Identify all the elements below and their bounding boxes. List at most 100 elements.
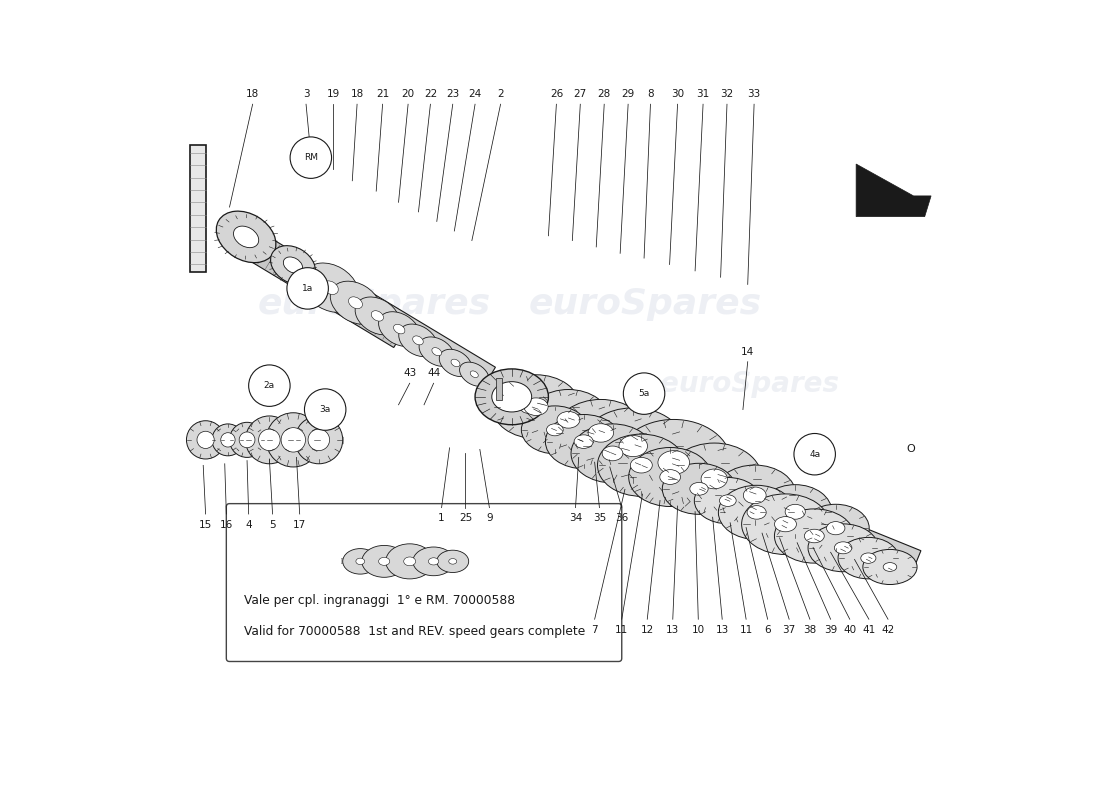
Ellipse shape <box>629 447 712 506</box>
Ellipse shape <box>630 458 652 473</box>
Circle shape <box>295 416 343 464</box>
Ellipse shape <box>804 530 824 542</box>
Bar <box>507 386 921 571</box>
Bar <box>343 282 495 386</box>
Ellipse shape <box>437 550 469 573</box>
Text: 41: 41 <box>862 625 876 635</box>
Text: 23: 23 <box>447 89 460 98</box>
Text: 43: 43 <box>403 368 416 378</box>
Ellipse shape <box>371 310 384 321</box>
Ellipse shape <box>349 297 362 309</box>
Ellipse shape <box>694 478 761 524</box>
Circle shape <box>239 432 255 448</box>
Text: 16: 16 <box>220 519 233 530</box>
Text: 18: 18 <box>246 89 260 98</box>
Ellipse shape <box>394 324 405 334</box>
Circle shape <box>212 424 244 456</box>
Ellipse shape <box>658 450 690 474</box>
Text: 28: 28 <box>597 89 611 98</box>
Ellipse shape <box>330 281 381 324</box>
Circle shape <box>794 434 835 475</box>
Ellipse shape <box>428 558 439 565</box>
Text: Vale per cpl. ingranaggi  1° e RM. 70000588: Vale per cpl. ingranaggi 1° e RM. 700005… <box>244 594 515 607</box>
Ellipse shape <box>386 544 433 579</box>
Bar <box>496 378 503 401</box>
Ellipse shape <box>322 281 339 294</box>
Ellipse shape <box>302 263 359 312</box>
Ellipse shape <box>713 465 796 526</box>
Circle shape <box>266 413 320 467</box>
Ellipse shape <box>690 482 708 495</box>
Text: 26: 26 <box>550 89 563 98</box>
Circle shape <box>187 421 224 459</box>
Ellipse shape <box>667 443 762 515</box>
Ellipse shape <box>524 398 548 415</box>
Text: 3: 3 <box>302 89 309 98</box>
Ellipse shape <box>439 350 472 377</box>
Bar <box>222 218 409 347</box>
Ellipse shape <box>470 371 478 378</box>
Ellipse shape <box>519 399 539 414</box>
Text: 18: 18 <box>351 89 364 98</box>
Circle shape <box>290 137 331 178</box>
Ellipse shape <box>521 406 588 454</box>
Text: 33: 33 <box>748 89 761 98</box>
Ellipse shape <box>719 495 736 506</box>
Ellipse shape <box>602 446 623 461</box>
Circle shape <box>197 431 215 449</box>
Text: 1a: 1a <box>302 284 313 293</box>
Text: 2a: 2a <box>264 381 275 390</box>
Circle shape <box>305 389 345 430</box>
Ellipse shape <box>460 362 488 386</box>
Text: 39: 39 <box>824 625 837 635</box>
Ellipse shape <box>862 550 917 585</box>
Ellipse shape <box>233 226 258 248</box>
Circle shape <box>230 422 265 458</box>
Text: 13: 13 <box>716 625 729 635</box>
Ellipse shape <box>616 419 732 506</box>
Text: 34: 34 <box>569 514 582 523</box>
Ellipse shape <box>509 391 549 422</box>
Circle shape <box>308 429 330 450</box>
Ellipse shape <box>883 562 896 571</box>
Ellipse shape <box>271 246 316 285</box>
Ellipse shape <box>785 504 805 519</box>
Ellipse shape <box>835 542 851 554</box>
Ellipse shape <box>284 257 302 274</box>
Text: 12: 12 <box>640 625 653 635</box>
Ellipse shape <box>557 411 580 428</box>
Ellipse shape <box>619 435 648 457</box>
Text: 6: 6 <box>764 625 771 635</box>
Ellipse shape <box>419 337 454 366</box>
Ellipse shape <box>475 369 549 425</box>
Text: 36: 36 <box>615 514 628 523</box>
Ellipse shape <box>449 558 456 564</box>
Ellipse shape <box>355 297 399 335</box>
Ellipse shape <box>826 522 845 534</box>
Ellipse shape <box>492 382 531 412</box>
Ellipse shape <box>741 494 829 554</box>
Ellipse shape <box>718 486 795 539</box>
Ellipse shape <box>808 524 878 572</box>
Text: 10: 10 <box>692 625 705 635</box>
Text: 19: 19 <box>327 89 340 98</box>
Text: 1: 1 <box>438 514 444 523</box>
Text: 24: 24 <box>469 89 482 98</box>
Circle shape <box>249 365 290 406</box>
Text: euroSpares: euroSpares <box>258 287 492 322</box>
Circle shape <box>258 429 280 450</box>
Ellipse shape <box>362 546 407 578</box>
Text: 4: 4 <box>245 519 252 530</box>
Text: 42: 42 <box>881 625 894 635</box>
Text: 27: 27 <box>574 89 587 98</box>
Ellipse shape <box>527 390 609 450</box>
Bar <box>537 414 904 581</box>
Ellipse shape <box>432 348 441 356</box>
Ellipse shape <box>582 408 685 484</box>
Text: 11: 11 <box>739 625 752 635</box>
Polygon shape <box>856 164 931 217</box>
Text: 20: 20 <box>402 89 415 98</box>
Text: O: O <box>906 445 915 454</box>
Ellipse shape <box>571 424 654 483</box>
Text: 21: 21 <box>376 89 389 98</box>
